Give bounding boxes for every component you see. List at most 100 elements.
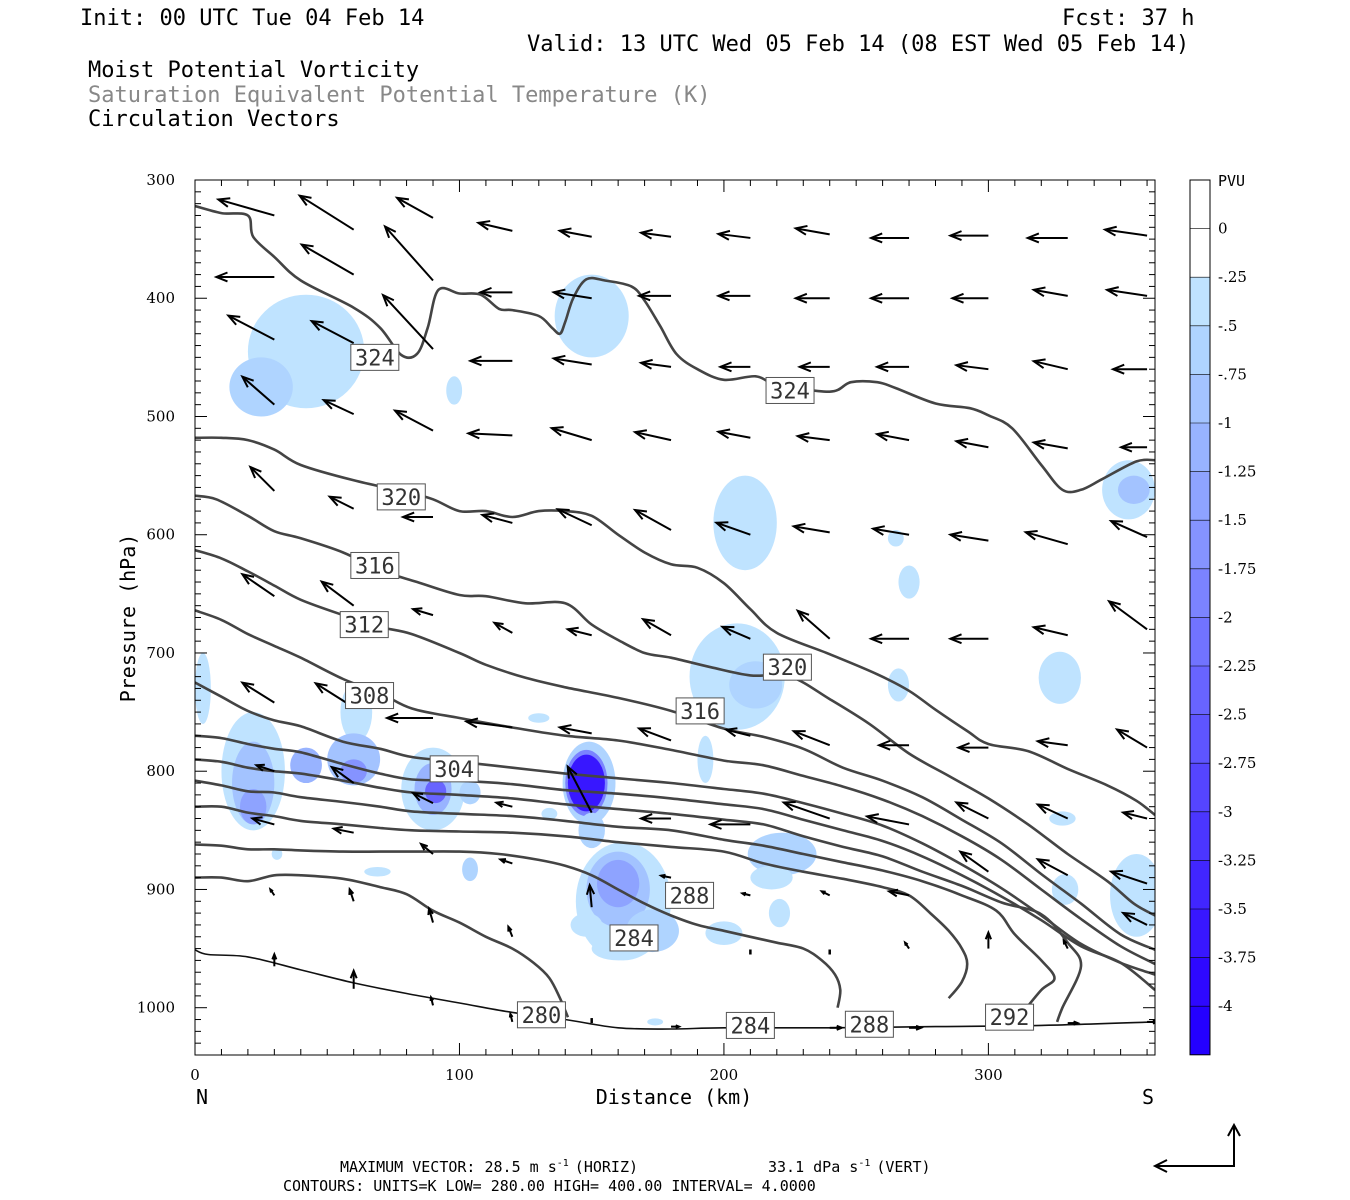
pv-region: [697, 735, 714, 784]
circulation-vector: [707, 819, 751, 830]
circulation-vector: [381, 293, 434, 350]
colorbar-tick-label: -3: [1218, 803, 1233, 821]
circulation-vector: [1025, 232, 1068, 244]
circulation-vector: [1035, 737, 1068, 748]
circulation-vector: [557, 227, 592, 239]
colorbar-segment: [1190, 763, 1210, 812]
contour-label: 324: [350, 343, 400, 371]
circulation-vector: [467, 355, 513, 367]
circulation-vector: [632, 429, 672, 442]
pv-region: [768, 898, 791, 928]
colorbar-segment: [1190, 374, 1210, 423]
pv-region: [340, 759, 367, 784]
svg-text:304: 304: [434, 758, 474, 783]
circulation-vector: [394, 196, 434, 219]
circulation-vector: [793, 224, 830, 236]
circulation-vector: [297, 194, 355, 231]
circulation-vector: [249, 816, 275, 826]
field-title-pv: Moist Potential Vorticity: [88, 58, 419, 83]
circulation-vector: [874, 430, 910, 442]
south-label: S: [1142, 1085, 1154, 1109]
circulation-vector: [638, 358, 672, 370]
svg-text:308: 308: [350, 685, 390, 710]
colorbar-segment: [1190, 666, 1210, 715]
circulation-vector: [475, 220, 513, 232]
svg-text:316: 316: [355, 554, 395, 579]
circulation-vector: [713, 521, 751, 536]
colorbar-segment: [1190, 471, 1210, 521]
circulation-vector: [1104, 286, 1148, 297]
svg-text:324: 324: [355, 346, 395, 371]
contour-label: 280: [516, 1001, 566, 1029]
north-label: N: [196, 1085, 208, 1109]
pv-region: [229, 357, 293, 417]
pv-shading: [195, 274, 1155, 1026]
y-tick-label: 700: [146, 644, 175, 662]
colorbar-tick-label: -1: [1218, 414, 1233, 432]
circulation-vector: [565, 626, 592, 637]
init-time: Init: 00 UTC Tue 04 Feb 14: [80, 6, 424, 31]
colorbar-segment: [1190, 568, 1210, 618]
circulation-vector: [1035, 803, 1069, 820]
y-tick-label: 800: [146, 762, 175, 780]
circulation-vector: [299, 243, 355, 276]
colorbar-segment: [1190, 228, 1210, 278]
circulation-vector: [795, 609, 831, 640]
contour-label: 288: [665, 881, 715, 909]
circulation-vector: [953, 437, 989, 449]
colorbar-segment: [1190, 957, 1210, 1007]
svg-text:324: 324: [770, 379, 810, 404]
circulation-vector: [585, 882, 596, 908]
colorbar-segment: [1190, 617, 1210, 666]
circulation-vector: [868, 633, 910, 645]
x-tick-label: 300: [974, 1066, 1003, 1084]
pv-region: [364, 866, 391, 877]
max-vertical-note: 33.1 dPa s-1 (VERT): [768, 1158, 931, 1176]
contour-292: [195, 779, 1056, 1014]
circulation-vector: [479, 512, 513, 524]
colorbar-tick-label: -2.25: [1218, 657, 1256, 675]
circulation-vector: [384, 712, 434, 724]
circulation-vector: [874, 361, 910, 373]
x-tick-label: 100: [445, 1066, 474, 1084]
circulation-vector: [1147, 1019, 1155, 1025]
circulation-vector: [329, 765, 355, 784]
svg-text:280: 280: [522, 1004, 562, 1029]
circulation-vector: [309, 319, 355, 345]
pv-region: [554, 274, 629, 358]
circulation-vector: [1120, 810, 1148, 820]
colorbar-segment: [1190, 860, 1210, 909]
circulation-vector: [958, 850, 989, 873]
circulation-vector: [491, 621, 513, 634]
circulation-vector: [719, 625, 751, 640]
contour-312: [195, 548, 1155, 951]
x-tick-label: 200: [710, 1066, 739, 1084]
svg-text:288: 288: [670, 884, 710, 909]
colorbar-tick-label: 0: [1218, 220, 1228, 238]
pv-region: [898, 565, 920, 599]
pv-region: [1038, 651, 1081, 704]
pv-region: [528, 713, 550, 723]
circulation-vector: [886, 888, 910, 898]
pv-region: [647, 1018, 664, 1026]
colorbar-tick-label: -4: [1218, 997, 1233, 1015]
pv-region: [570, 913, 603, 937]
circulation-vector: [1031, 286, 1068, 298]
pv-region: [425, 779, 447, 804]
colorbar-tick-label: -2: [1218, 608, 1233, 626]
contour-label: 312: [339, 611, 389, 639]
contour-label: 316: [350, 551, 400, 579]
y-tick-label: 1000: [137, 999, 175, 1017]
colorbar-tick-label: -.5: [1218, 317, 1237, 335]
circulation-vector: [240, 572, 275, 598]
pv-region: [750, 865, 793, 890]
colorbar-segment: [1190, 1006, 1210, 1055]
circulation-vector: [636, 290, 672, 302]
colorbar-segment: [1190, 811, 1210, 861]
colorbar-tick-label: -.75: [1218, 365, 1247, 383]
x-tick-label: 0: [190, 1066, 200, 1084]
circulation-vector: [427, 905, 434, 923]
circulation-vector: [671, 1024, 682, 1029]
circulation-vector: [497, 858, 513, 865]
